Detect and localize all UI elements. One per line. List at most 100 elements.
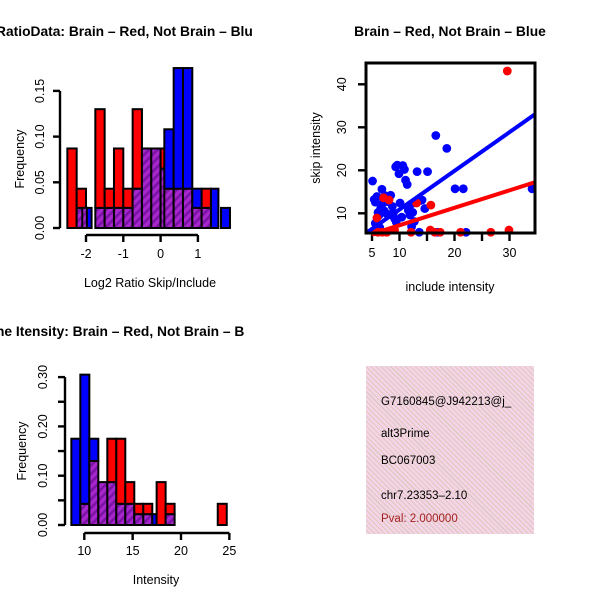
hist-bar-red <box>142 502 154 516</box>
scatter-point-blue <box>412 167 422 176</box>
hist-bar-red <box>106 437 118 484</box>
y-tick-label: 0.15 <box>33 79 47 103</box>
scatter-xlabel: include intensity <box>406 280 496 294</box>
plot-border-box <box>364 61 537 235</box>
hist-bar-purple <box>181 187 194 229</box>
hist-bar-purple <box>191 206 203 229</box>
x-tick-label: 15 <box>126 544 140 558</box>
hist-bar-purple <box>163 187 175 229</box>
hist-bar-red <box>200 187 212 209</box>
x-tick-label: -1 <box>118 247 129 261</box>
hist-bar-blue <box>88 437 100 462</box>
hist-bar-blue <box>220 206 231 229</box>
x-tick-label: 5 <box>369 246 376 260</box>
y-tick-label: 0.00 <box>36 513 50 537</box>
scatter-ylabel: skip intensity <box>309 111 323 183</box>
hist-bar-purple <box>140 147 153 229</box>
x-tick-label: 10 <box>393 246 407 260</box>
x-tick-label: 10 <box>77 544 91 558</box>
scatter-point-red <box>384 195 394 205</box>
hist-bar-red <box>94 108 106 209</box>
hist-bar-red <box>216 502 228 526</box>
hist-bar-purple <box>103 206 115 229</box>
hist2-ylabel: Frequency <box>15 421 29 481</box>
hist-bar-red <box>122 187 134 209</box>
accession-text: BC067003 <box>381 455 436 467</box>
scatter-title: Brain – Red, Not Brain – Blue <box>354 24 546 39</box>
hist2-plot-area: 0.00 0.10 0.20 0.30 10 15 20 25 <box>36 365 236 558</box>
scatter-point-blue <box>423 167 432 176</box>
hist-bar-purple <box>79 502 91 526</box>
scatter-point-blue <box>442 143 452 153</box>
scatter-point-blue <box>402 180 412 189</box>
x-tick-label: 25 <box>222 544 236 558</box>
hist-bar-purple <box>172 187 184 229</box>
hist2-intensity-chart: ne Itensity: Brain – Red, Not Brain – B … <box>0 324 244 587</box>
hist-bar-purple <box>106 481 118 526</box>
fit-line-blue <box>364 112 536 235</box>
y-tick-label: 0.10 <box>36 463 50 487</box>
hist1-ylabel: Frequency <box>13 129 27 189</box>
x-tick-label: 0 <box>157 247 164 261</box>
hist2-xlabel: Intensity <box>133 573 180 587</box>
hist-bar-purple <box>131 187 143 229</box>
hist-bar-red <box>133 502 145 516</box>
hist1-ratio-chart: RatioData: Brain – Red, Not Brain – Blu … <box>0 24 253 290</box>
hist-bar-blue <box>85 206 93 229</box>
y-tick-label: 10 <box>335 206 349 220</box>
hist-bar-red <box>66 147 78 229</box>
hist2-title: ne Itensity: Brain – Red, Not Brain – B <box>0 324 244 339</box>
hist-bar-red <box>112 147 125 209</box>
scatter-point-blue <box>431 131 441 140</box>
gene-info-box: G7160845@J942213@j_ alt3Prime BC067003 c… <box>366 366 534 534</box>
hist-bar-purple <box>122 206 134 229</box>
hist1-title: RatioData: Brain – Red, Not Brain – Blu <box>0 24 253 39</box>
hist-bar-purple <box>133 513 145 527</box>
y-tick-label: 30 <box>335 120 349 134</box>
hist-bar-red <box>155 481 167 526</box>
scatter-point-red <box>426 200 436 210</box>
scatter-point-blue <box>450 184 460 194</box>
y-tick-label: 0.10 <box>33 124 47 148</box>
y-tick-label: 0.20 <box>36 414 50 438</box>
hist-bar-red <box>75 187 88 209</box>
hist-bar-red <box>124 481 136 505</box>
hist-bar-blue <box>181 67 194 190</box>
scatter-point-red <box>502 66 512 76</box>
hist-bar-red <box>115 437 127 505</box>
hist-bar-red <box>164 502 176 516</box>
y-tick-label: 0.00 <box>33 216 47 240</box>
scatter-point-blue <box>408 208 418 217</box>
hist-bar-blue <box>209 187 220 229</box>
scatter-point-blue <box>458 184 468 194</box>
hist-bar-purple <box>200 206 212 229</box>
hist-bar-purple <box>115 502 127 526</box>
scatter-point-blue <box>372 192 382 201</box>
locus-text: chr7.23353–2.10 <box>381 490 468 502</box>
hist1-plot-area: 0.00 0.05 0.10 0.15 -2 -1 0 1 <box>33 67 231 261</box>
scatter-plot-area: 5 10 20 30 10 20 30 40 <box>335 61 537 260</box>
y-tick-label: 0.30 <box>36 365 50 389</box>
y-tick-label: 0.05 <box>33 170 47 194</box>
hist-bar-purple <box>97 481 109 526</box>
hist-bar-blue <box>172 67 184 190</box>
hist1-xlabel: Log2 Ratio Skip/Include <box>84 276 216 290</box>
x-tick-label: 20 <box>448 246 462 260</box>
x-tick-label: 30 <box>503 246 517 260</box>
gene-info-panel: G7160845@J942213@j_ alt3Prime BC067003 c… <box>300 300 600 600</box>
hist-bar-purple <box>164 513 176 527</box>
scatter-point-blue <box>368 176 377 186</box>
pval-text: Pval: 2.000000 <box>381 513 458 525</box>
hist-bar-red <box>131 108 143 190</box>
scatter-point-red <box>372 213 382 223</box>
hist-bar-purple <box>150 147 162 229</box>
x-tick-label: -2 <box>80 247 91 261</box>
y-tick-label: 40 <box>335 77 349 91</box>
splice-type-text: alt3Prime <box>381 428 430 440</box>
x-tick-label: 20 <box>174 544 188 558</box>
hist-bar-purple <box>142 513 154 527</box>
hist-bar-blue <box>79 373 91 505</box>
fit-line-red <box>374 180 536 235</box>
hist-bar-blue <box>70 437 82 527</box>
